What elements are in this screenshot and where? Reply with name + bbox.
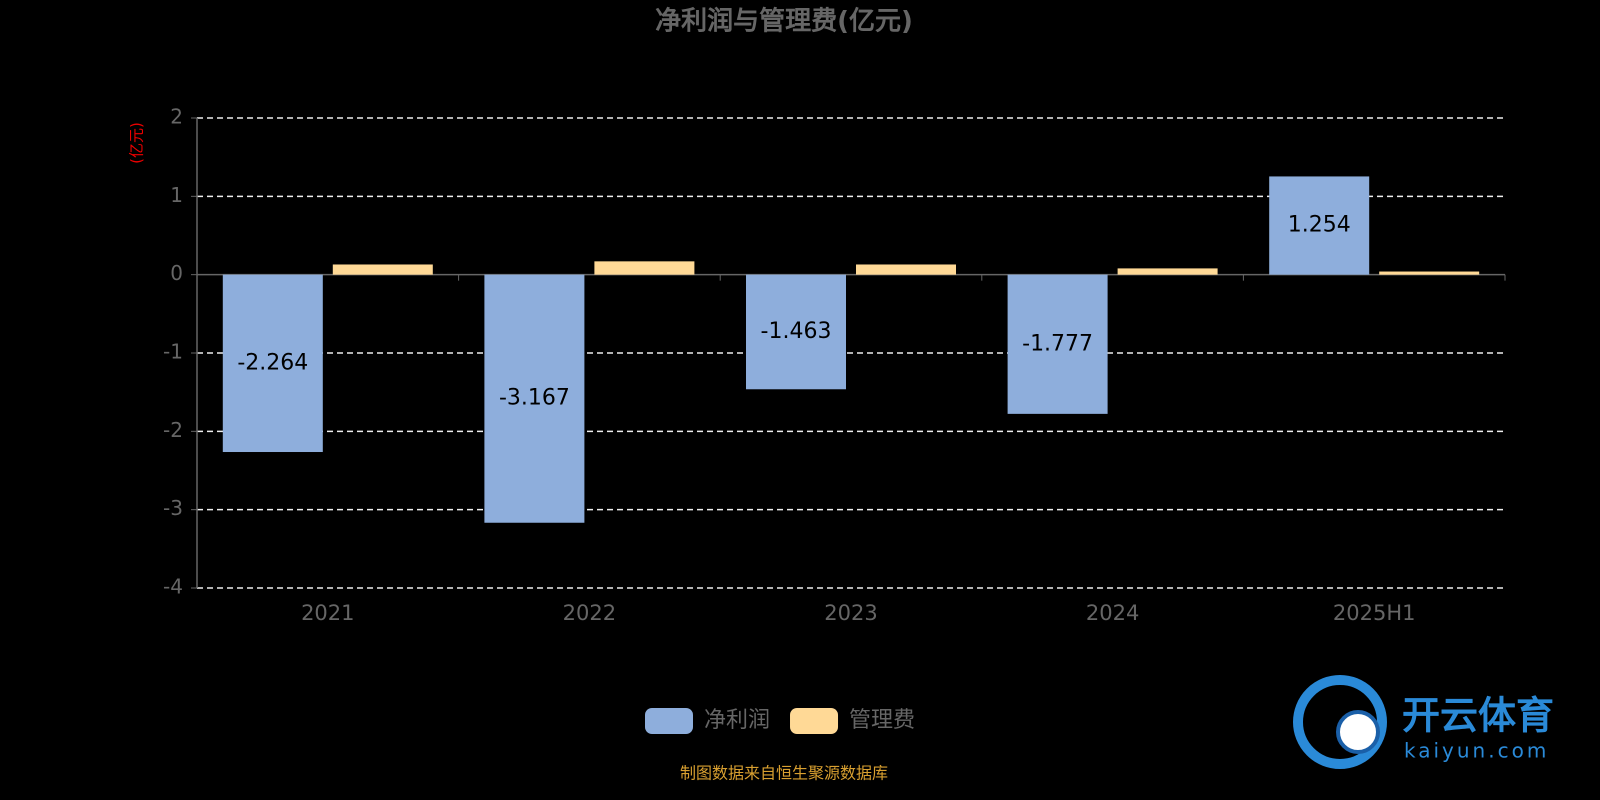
bar — [1117, 268, 1218, 275]
watermark-site: kaiyun.com — [1404, 739, 1549, 763]
data-label: -1.777 — [1022, 331, 1093, 356]
legend-label: 净利润 — [704, 708, 770, 733]
y-tick-label: -4 — [163, 575, 183, 599]
data-label: -1.463 — [761, 319, 832, 344]
bar — [222, 274, 323, 453]
y-tick-label: 0 — [170, 261, 183, 285]
y-tick-label: -1 — [163, 340, 183, 364]
bar — [1379, 271, 1480, 275]
watermark-name: 开云体育 — [1402, 694, 1554, 738]
y-axis-label: (亿元) — [128, 122, 146, 164]
chart-title: 净利润与管理费(亿元) — [655, 6, 913, 37]
bar — [856, 264, 956, 275]
bar — [484, 274, 585, 523]
bar — [1007, 274, 1108, 414]
logo-ring — [1293, 675, 1387, 769]
data-label: -3.167 — [499, 386, 570, 411]
data-label: 1.254 — [1288, 213, 1351, 238]
legend-swatch — [645, 708, 693, 734]
data-label: -2.264 — [237, 350, 308, 375]
y-tick-label: -3 — [163, 496, 183, 520]
legend-swatch — [790, 708, 839, 734]
logo-ball — [1336, 710, 1380, 754]
x-tick-label: 2021 — [301, 601, 354, 625]
bar — [746, 274, 846, 390]
bar — [1269, 176, 1370, 275]
watermark: 开云体育 kaiyun.com — [1293, 675, 1554, 769]
x-tick-label: 2024 — [1086, 601, 1139, 625]
source-note: 制图数据来自恒生聚源数据库 — [680, 764, 888, 783]
bar — [594, 261, 695, 275]
y-tick-label: 2 — [170, 105, 183, 129]
x-tick-label: 2025H1 — [1333, 601, 1416, 625]
y-tick-label: -2 — [163, 418, 183, 442]
bar — [332, 264, 433, 275]
legend-label: 管理费 — [849, 708, 915, 733]
y-tick-label: 1 — [170, 183, 183, 207]
x-tick-label: 2022 — [563, 601, 616, 625]
x-tick-label: 2023 — [824, 601, 877, 625]
